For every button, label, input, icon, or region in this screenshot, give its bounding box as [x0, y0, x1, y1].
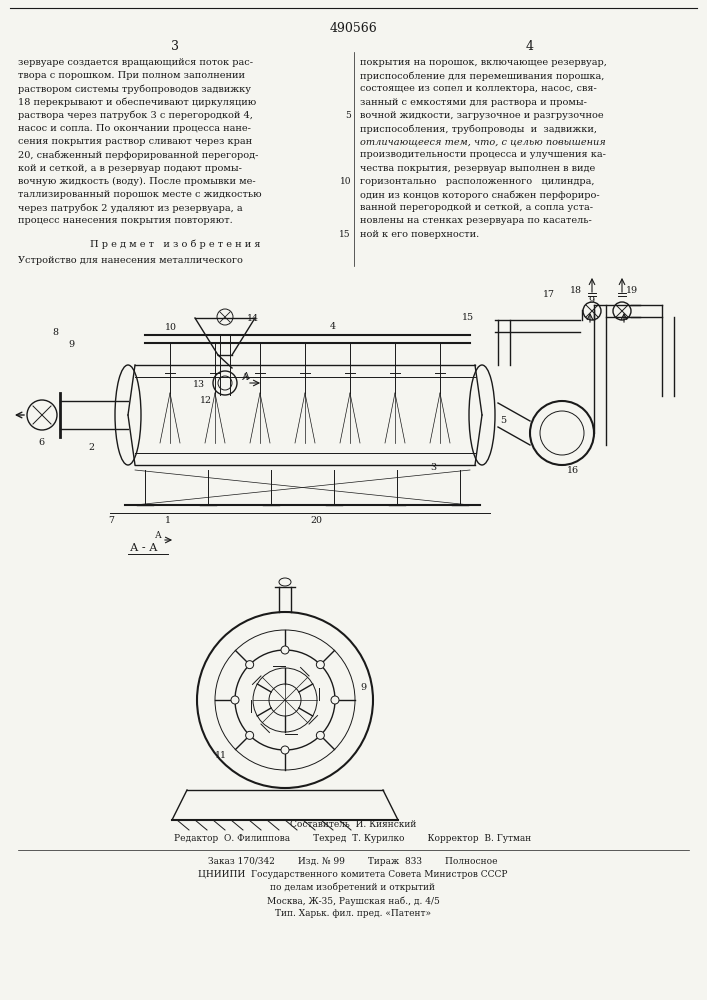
Text: ной к его поверхности.: ной к его поверхности.	[360, 230, 479, 239]
Text: А: А	[155, 531, 162, 540]
Text: насос и сопла. По окончании процесса нане-: насос и сопла. По окончании процесса нан…	[18, 124, 251, 133]
Text: 8: 8	[52, 328, 58, 337]
Text: раствора через патрубок 3 с перегородкой 4,: раствора через патрубок 3 с перегородкой…	[18, 111, 253, 120]
Text: приспособление для перемешивания порошка,: приспособление для перемешивания порошка…	[360, 71, 604, 81]
Text: вочную жидкость (воду). После промывки ме-: вочную жидкость (воду). После промывки м…	[18, 177, 256, 186]
Text: 15: 15	[462, 313, 474, 322]
Text: 20: 20	[310, 516, 322, 525]
Text: 10: 10	[339, 177, 351, 186]
Text: Редактор  О. Филиппова        Техред  Т. Курилко        Корректор  В. Гутман: Редактор О. Филиппова Техред Т. Курилко …	[175, 834, 532, 843]
Text: 7: 7	[108, 516, 114, 525]
Text: приспособления, трубопроводы  и  задвижки,: приспособления, трубопроводы и задвижки,	[360, 124, 597, 133]
Text: покрытия на порошок, включающее резервуар,: покрытия на порошок, включающее резервуа…	[360, 58, 607, 67]
Text: 15: 15	[339, 230, 351, 239]
Text: раствором системы трубопроводов задвижку: раствором системы трубопроводов задвижку	[18, 84, 251, 94]
Text: 17: 17	[543, 290, 555, 299]
Circle shape	[245, 661, 254, 669]
Text: 1: 1	[165, 516, 171, 525]
Text: ванной перегородкой и сеткой, а сопла уста-: ванной перегородкой и сеткой, а сопла ус…	[360, 203, 593, 212]
Text: 9: 9	[360, 683, 366, 692]
Text: Москва, Ж-35, Раушская наб., д. 4/5: Москва, Ж-35, Раушская наб., д. 4/5	[267, 896, 440, 906]
Text: A: A	[242, 372, 249, 381]
Text: 6: 6	[38, 438, 44, 447]
Text: А - А: А - А	[130, 543, 158, 553]
Text: процесс нанесения покрытия повторяют.: процесс нанесения покрытия повторяют.	[18, 216, 233, 225]
Text: чества покрытия, резервуар выполнен в виде: чества покрытия, резервуар выполнен в ви…	[360, 164, 595, 173]
Text: новлены на стенках резервуара по касатель-: новлены на стенках резервуара по касател…	[360, 216, 592, 225]
Text: зервуаре создается вращающийся поток рас-: зервуаре создается вращающийся поток рас…	[18, 58, 253, 67]
Text: П р е д м е т   и з о б р е т е н и я: П р е д м е т и з о б р е т е н и я	[90, 240, 260, 249]
Text: 11: 11	[215, 751, 227, 760]
Text: 5: 5	[500, 416, 506, 425]
Text: 10: 10	[165, 323, 177, 332]
Circle shape	[281, 746, 289, 754]
Text: 19: 19	[626, 286, 638, 295]
Text: 13: 13	[193, 380, 205, 389]
Circle shape	[331, 696, 339, 704]
Text: A: A	[241, 373, 247, 382]
Text: по делам изобретений и открытий: по делам изобретений и открытий	[271, 883, 436, 892]
Text: 16: 16	[567, 466, 579, 475]
Text: 12: 12	[200, 396, 212, 405]
Text: 4: 4	[526, 39, 534, 52]
Text: 18 перекрывают и обеспечивают циркуляцию: 18 перекрывают и обеспечивают циркуляцию	[18, 98, 256, 107]
Text: 4: 4	[330, 322, 336, 331]
Text: Составитель  И. Киянский: Составитель И. Киянский	[290, 820, 416, 829]
Text: кой и сеткой, а в резервуар подают промы-: кой и сеткой, а в резервуар подают промы…	[18, 164, 242, 173]
Circle shape	[316, 731, 325, 739]
Text: отличающееся тем, что, с целью повышения: отличающееся тем, что, с целью повышения	[360, 137, 606, 146]
Text: сения покрытия раствор сливают через кран: сения покрытия раствор сливают через кра…	[18, 137, 252, 146]
Text: 20, снабженный перфорированной перегород-: 20, снабженный перфорированной перегород…	[18, 150, 258, 160]
Text: 3: 3	[430, 463, 436, 472]
Text: производительности процесса и улучшения ка-: производительности процесса и улучшения …	[360, 150, 606, 159]
Text: через патрубок 2 удаляют из резервуара, а: через патрубок 2 удаляют из резервуара, …	[18, 203, 243, 213]
Text: Заказ 170/342        Изд. № 99        Тираж  833        Полносное: Заказ 170/342 Изд. № 99 Тираж 833 Полнос…	[209, 857, 498, 866]
Text: Тип. Харьк. фил. пред. «Патент»: Тип. Харьк. фил. пред. «Патент»	[275, 909, 431, 918]
Text: 9: 9	[588, 296, 594, 305]
Circle shape	[245, 731, 254, 739]
Text: состоящее из сопел и коллектора, насос, свя-: состоящее из сопел и коллектора, насос, …	[360, 84, 597, 93]
Text: 490566: 490566	[329, 21, 377, 34]
Text: вочной жидкости, загрузочное и разгрузочное: вочной жидкости, загрузочное и разгрузоч…	[360, 111, 604, 120]
Circle shape	[231, 696, 239, 704]
Text: 5: 5	[345, 111, 351, 120]
Text: твора с порошком. При полном заполнении: твора с порошком. При полном заполнении	[18, 71, 245, 80]
Circle shape	[316, 661, 325, 669]
Text: 9: 9	[68, 340, 74, 349]
Text: один из концов которого снабжен перфориро-: один из концов которого снабжен перфорир…	[360, 190, 600, 200]
Text: 14: 14	[247, 314, 259, 323]
Circle shape	[281, 646, 289, 654]
Text: 3: 3	[171, 39, 179, 52]
Text: Устройство для нанесения металлического: Устройство для нанесения металлического	[18, 256, 243, 265]
Text: ЦНИИПИ  Государственного комитета Совета Министров СССР: ЦНИИПИ Государственного комитета Совета …	[198, 870, 508, 879]
Text: занный с емкостями для раствора и промы-: занный с емкостями для раствора и промы-	[360, 98, 587, 107]
Text: 2: 2	[88, 443, 94, 452]
Text: 18: 18	[570, 286, 582, 295]
Text: таллизированный порошок месте с жидкостью: таллизированный порошок месте с жидкость…	[18, 190, 262, 199]
Text: горизонтально   расположенного   цилиндра,: горизонтально расположенного цилиндра,	[360, 177, 595, 186]
